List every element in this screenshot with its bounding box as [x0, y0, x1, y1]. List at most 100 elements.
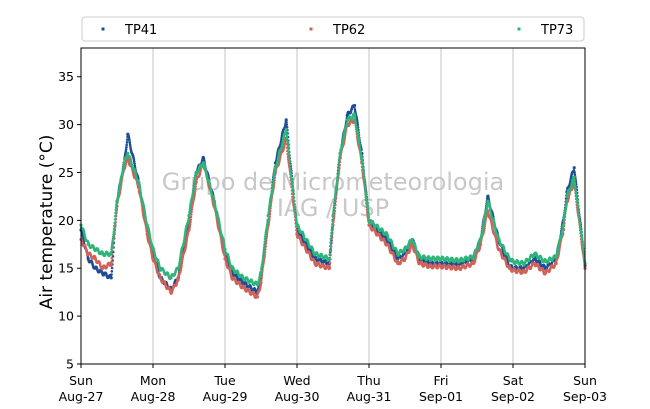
- series-marker: [361, 167, 365, 170]
- series-marker: [341, 139, 345, 143]
- data-point: [410, 237, 414, 242]
- series-marker: [294, 217, 298, 220]
- series-TP73: [79, 112, 587, 287]
- series-marker: [267, 213, 270, 216]
- series-marker: [328, 248, 332, 252]
- series-marker: [262, 246, 266, 249]
- series-marker: [295, 219, 298, 223]
- series-marker: [363, 188, 367, 192]
- series-marker: [220, 243, 224, 247]
- series-marker: [125, 138, 129, 141]
- series-marker: [364, 191, 367, 194]
- series-marker: [264, 235, 267, 238]
- series-marker: [332, 210, 335, 214]
- series-marker: [573, 173, 577, 176]
- series-marker: [188, 222, 192, 226]
- series-marker: [145, 229, 148, 233]
- series-marker: [125, 143, 128, 147]
- series-marker: [337, 161, 341, 164]
- series-marker: [329, 241, 332, 244]
- series-marker: [366, 209, 370, 213]
- series-marker: [361, 165, 365, 168]
- series-marker: [184, 230, 187, 234]
- series-marker: [288, 163, 292, 167]
- series-marker: [285, 134, 289, 138]
- series-marker: [122, 168, 125, 171]
- series-marker: [285, 132, 288, 136]
- series-marker: [144, 215, 147, 219]
- series-marker: [110, 248, 113, 251]
- series-marker: [341, 141, 345, 145]
- series-marker: [294, 212, 297, 216]
- series-marker: [110, 243, 114, 247]
- series-marker: [338, 155, 341, 158]
- series-marker: [333, 197, 337, 201]
- data-point: [126, 151, 130, 155]
- series-marker: [193, 178, 197, 182]
- series-marker: [118, 182, 122, 186]
- series-marker: [118, 187, 121, 191]
- series-marker: [357, 140, 361, 143]
- series-marker: [266, 220, 269, 224]
- data-point: [255, 295, 259, 299]
- series-marker: [143, 209, 146, 212]
- series-marker: [285, 123, 289, 126]
- series-marker: [259, 278, 263, 282]
- series-marker: [112, 227, 116, 231]
- series-marker: [262, 255, 265, 258]
- series-marker: [266, 218, 270, 221]
- series-marker: [333, 200, 336, 204]
- series-marker: [332, 204, 336, 207]
- series-marker: [213, 201, 217, 205]
- series-marker: [272, 180, 275, 183]
- series-marker: [336, 176, 339, 179]
- series-marker: [358, 147, 362, 150]
- data-point: [360, 156, 364, 160]
- series-marker: [113, 218, 117, 221]
- series-marker: [331, 219, 335, 223]
- series-marker: [328, 253, 332, 256]
- series-marker: [180, 264, 183, 267]
- series-marker: [179, 256, 182, 260]
- series-marker: [139, 193, 143, 197]
- series-marker: [262, 252, 265, 255]
- series-marker: [331, 222, 334, 226]
- watermark-line-1: Grupo de Micrometeorologia: [162, 168, 504, 196]
- series-marker: [294, 215, 298, 218]
- series-marker: [292, 190, 295, 193]
- series-marker: [110, 260, 113, 263]
- series-marker: [214, 205, 217, 209]
- series-marker: [291, 185, 295, 188]
- data-point: [223, 247, 227, 251]
- series-marker: [222, 242, 226, 246]
- data-point: [109, 252, 113, 256]
- series-marker: [291, 187, 295, 191]
- series-marker: [353, 114, 357, 118]
- series-marker: [342, 135, 345, 138]
- data-point: [151, 257, 155, 261]
- series-marker: [336, 173, 340, 177]
- series-marker: [272, 172, 276, 175]
- series-marker: [158, 273, 162, 277]
- series-marker: [333, 195, 337, 198]
- series-marker: [332, 216, 336, 220]
- series-marker: [363, 179, 366, 182]
- series-marker: [125, 141, 129, 144]
- series-marker: [112, 230, 116, 234]
- series-marker: [143, 213, 147, 216]
- series-marker: [330, 231, 333, 235]
- series-marker: [184, 243, 188, 247]
- series-marker: [271, 182, 275, 186]
- series-marker: [113, 221, 116, 225]
- series-marker: [117, 189, 121, 193]
- data-point: [554, 261, 558, 266]
- series-marker: [190, 213, 193, 216]
- series-marker: [114, 208, 118, 212]
- series-marker: [328, 265, 332, 268]
- series-marker: [218, 225, 222, 228]
- series-marker: [187, 213, 191, 216]
- series-marker: [125, 145, 128, 149]
- series-marker: [271, 187, 274, 190]
- series-marker: [178, 262, 181, 266]
- series-marker: [213, 203, 217, 207]
